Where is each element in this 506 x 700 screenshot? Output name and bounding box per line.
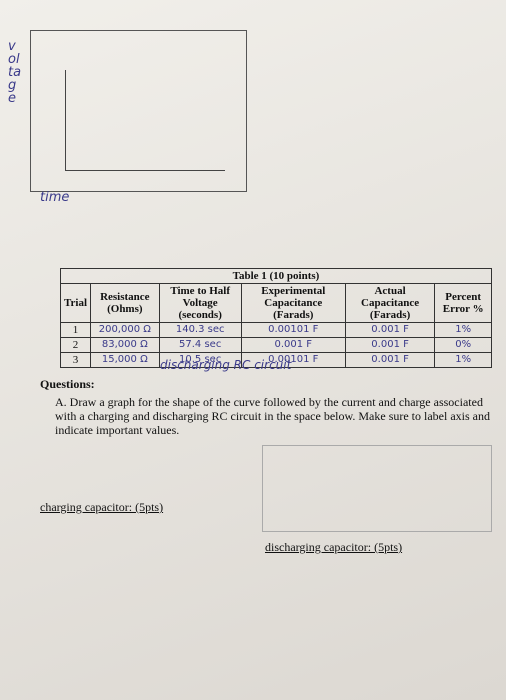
- column-header: Percent Error %: [434, 283, 492, 323]
- column-header: Actual Capacitance (Farads): [344, 283, 436, 323]
- table-cell: 0.001 F: [344, 352, 436, 368]
- table-cell: 0.001 F: [240, 337, 346, 353]
- column-header: Resistance (Ohms): [90, 283, 160, 323]
- axis: [65, 70, 66, 170]
- table-cell: 1: [59, 322, 92, 338]
- graph-caption: charging capacitor: (5pts): [40, 500, 164, 514]
- graph-box: [30, 30, 247, 192]
- table-row: 1 200,000 Ω 140.3 sec 0.00101 F 0.001 F 1%: [59, 322, 492, 338]
- section-heading: Questions:: [40, 377, 95, 391]
- axis: [65, 170, 225, 171]
- table-cell: 1%: [434, 352, 492, 368]
- table-cell: 0.00101 F: [240, 352, 346, 368]
- table-row: 3 15,000 Ω 10.5 sec 0.00101 F 0.001 F 1%: [59, 352, 492, 368]
- axis-label: time: [40, 190, 70, 205]
- table-cell: 83,000 Ω: [90, 337, 160, 353]
- table-cell: 10.5 sec: [158, 352, 242, 368]
- table-cell: 140.3 sec: [158, 322, 242, 338]
- annotation: discharging RC circuit: [160, 358, 292, 372]
- question: A. Draw a graph for the shape of the cur…: [55, 395, 490, 437]
- graph-box: [262, 445, 492, 532]
- data-table: Table 1 (10 points) Trial Resistance (Ohm…: [59, 268, 492, 368]
- column-header: Time to Half Voltage (seconds): [158, 283, 242, 323]
- table-cell: 0.001 F: [344, 322, 436, 338]
- table-title: Table 1 (10 points): [60, 268, 492, 284]
- table-cell: 57.4 sec: [158, 337, 242, 353]
- table-cell: 2: [59, 337, 92, 353]
- table-cell: 15,000 Ω: [90, 352, 160, 368]
- table-cell: 0.00101 F: [240, 322, 346, 338]
- column-header: Experimental Capacitance (Farads): [240, 283, 346, 323]
- graph-caption: discharging capacitor: (5pts): [265, 540, 403, 554]
- table-cell: 3: [59, 352, 92, 368]
- column-header: Trial: [59, 283, 92, 323]
- axis-label: voltage: [8, 39, 22, 106]
- table-cell: 200,000 Ω: [90, 322, 160, 338]
- header-row: Trial Resistance (Ohms) Time to Half Volta…: [59, 283, 492, 323]
- table-cell: 0.001 F: [344, 337, 436, 353]
- table-cell: 0%: [434, 337, 492, 353]
- table-row: 2 83,000 Ω 57.4 sec 0.001 F 0.001 F 0%: [59, 337, 492, 353]
- table-cell: 1%: [434, 322, 492, 338]
